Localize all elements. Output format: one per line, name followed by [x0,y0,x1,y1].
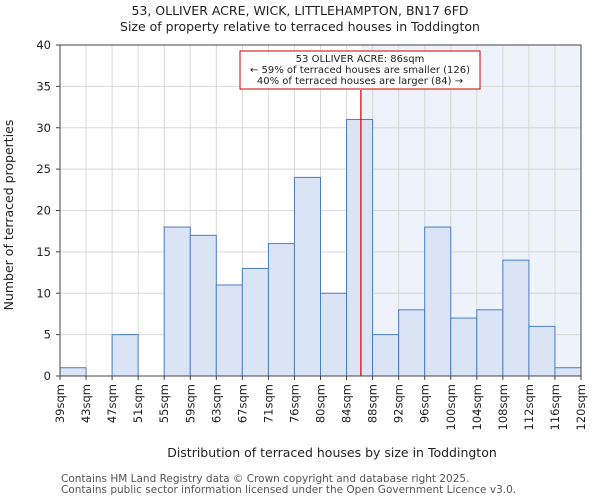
x-tick-label: 76sqm [287,384,301,423]
x-tick-label: 43sqm [79,384,93,423]
x-tick-label: 59sqm [183,384,197,423]
y-axis-ticks: 0 5 10 15 20 25 30 35 40 [36,38,60,383]
chart-subtitle: Size of property relative to terraced ho… [120,19,480,34]
annotation-line-smaller: ← 59% of terraced houses are smaller (12… [250,65,470,76]
footer-licence: Contains public sector information licen… [61,484,517,496]
bar-84sqm [346,118,374,377]
bar-63sqm [215,284,243,377]
footer-copyright: Contains HM Land Registry data © Crown c… [61,473,470,485]
bar-67sqm [241,267,269,377]
bar-76sqm [293,176,322,377]
y-tick-label: 0 [44,369,51,383]
bar-55sqm [163,226,191,377]
x-tick-label: 92sqm [392,384,406,423]
x-tick-label: 67sqm [235,384,249,423]
x-tick-label: 116sqm [548,384,562,430]
x-tick-label: 47sqm [105,384,119,423]
annotation-line-larger: 40% of terraced houses are larger (84) → [257,76,463,87]
x-tick-label: 80sqm [314,384,328,423]
y-tick-label: 20 [36,204,51,218]
bar-71sqm [267,243,295,377]
bar-59sqm [189,234,217,377]
chart-title: 53, OLLIVER ACRE, WICK, LITTLEHAMPTON, B… [131,3,468,18]
bar-47sqm [111,334,139,377]
x-tick-label: 88sqm [366,384,380,423]
bar-92sqm [398,309,426,377]
bar-112sqm [528,325,556,377]
y-tick-label: 30 [36,121,51,135]
bar-96sqm [424,226,452,377]
y-tick-label: 35 [36,79,51,93]
x-tick-label: 39sqm [53,384,67,423]
x-tick-label: 108sqm [496,384,510,430]
bar-104sqm [476,309,504,377]
x-axis-label: Distribution of terraced houses by size … [167,445,497,460]
bars [59,118,582,377]
y-axis-label: Number of terraced properties [1,120,16,311]
bar-100sqm [450,317,478,377]
x-tick-label: 120sqm [574,384,588,430]
x-tick-label: 112sqm [522,384,536,430]
x-tick-label: 84sqm [340,384,354,423]
bar-116sqm [554,367,582,377]
bar-108sqm [502,259,530,377]
bar-80sqm [320,292,348,377]
property-annotation: 53 OLLIVER ACRE: 86sqm ← 59% of terraced… [239,50,481,90]
x-tick-label: 96sqm [418,384,432,423]
bar-88sqm [372,334,400,377]
y-tick-label: 40 [36,38,51,52]
annotation-line-address: 53 OLLIVER ACRE: 86sqm [296,54,425,65]
y-tick-label: 10 [36,286,51,300]
x-tick-label: 63sqm [209,384,223,423]
x-axis-ticks: 39sqm 43sqm 47sqm 51sqm 55sqm 59sqm 63sqm 67sqm… [53,376,588,430]
x-tick-label: 55sqm [157,384,171,423]
annotation-box [239,50,481,90]
y-tick-label: 15 [36,245,51,259]
bar-39sqm [59,367,87,377]
x-tick-label: 104sqm [470,384,484,430]
x-tick-label: 71sqm [261,384,275,423]
y-tick-label: 5 [44,328,51,342]
y-tick-label: 25 [36,162,51,176]
x-tick-label: 100sqm [444,384,458,430]
x-tick-label: 51sqm [131,384,145,423]
